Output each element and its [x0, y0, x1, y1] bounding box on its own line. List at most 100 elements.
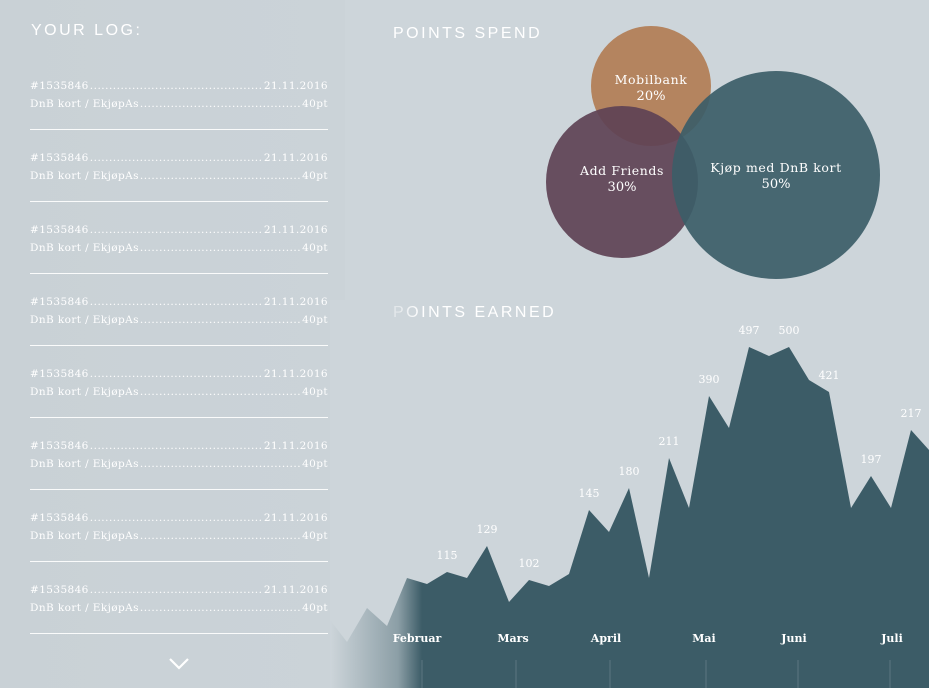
log-date: 21.11.2016 [263, 584, 328, 596]
log-desc: DnB kort / EkjøpAs [30, 170, 139, 182]
points-spend-venn: Mobilbank 20% Add Friends 30% Kjøp med DnB k… [546, 26, 880, 279]
log-entry[interactable]: #1535846 21.11.2016 DnB kort / EkjøpAs 40pt [30, 440, 328, 512]
venn-value: 20% [637, 89, 666, 104]
log-sidebar: YOUR LOG: #1535846 21.11.2016 DnB kort / E… [0, 0, 345, 688]
log-id-row: #1535846 21.11.2016 [30, 584, 328, 602]
data-label: 497 [739, 324, 760, 337]
venn-label: Add Friends [579, 163, 664, 178]
log-id: #1535846 [30, 296, 89, 308]
log-divider [30, 345, 328, 346]
log-divider [30, 561, 328, 562]
log-desc: DnB kort / EkjøpAs [30, 458, 139, 470]
venn-circle-2[interactable] [672, 71, 880, 279]
venn-label: Mobilbank [615, 72, 688, 87]
log-desc: DnB kort / EkjøpAs [30, 98, 139, 110]
log-date: 21.11.2016 [263, 296, 328, 308]
data-label: 390 [699, 373, 720, 386]
log-id: #1535846 [30, 440, 89, 452]
month-label: Juli [880, 632, 903, 645]
log-list: #1535846 21.11.2016 DnB kort / EkjøpAs 40pt… [30, 80, 328, 656]
chevron-down-icon[interactable] [168, 657, 190, 671]
log-desc: DnB kort / EkjøpAs [30, 530, 139, 542]
log-points: 40pt [302, 458, 328, 470]
log-entry[interactable]: #1535846 21.11.2016 DnB kort / EkjøpAs 40pt [30, 224, 328, 296]
log-date: 21.11.2016 [263, 512, 328, 524]
venn-value: 30% [608, 180, 637, 195]
month-label: April [590, 632, 621, 645]
log-points: 40pt [302, 242, 328, 254]
month-label: Juni [780, 632, 806, 645]
log-points: 40pt [302, 170, 328, 182]
log-desc: DnB kort / EkjøpAs [30, 602, 139, 614]
log-entry[interactable]: #1535846 21.11.2016 DnB kort / EkjøpAs 40pt [30, 584, 328, 656]
log-divider [30, 273, 328, 274]
data-label: 421 [819, 369, 840, 382]
log-id: #1535846 [30, 512, 89, 524]
log-divider [30, 633, 328, 634]
venn-value: 50% [762, 177, 791, 192]
log-desc-row: DnB kort / EkjøpAs 40pt [30, 98, 328, 116]
log-desc-row: DnB kort / EkjøpAs 40pt [30, 386, 328, 404]
log-points: 40pt [302, 314, 328, 326]
log-desc-row: DnB kort / EkjøpAs 40pt [30, 530, 328, 548]
leader-dots [140, 242, 301, 254]
data-label: 197 [861, 453, 882, 466]
log-desc-row: DnB kort / EkjøpAs 40pt [30, 242, 328, 260]
log-date: 21.11.2016 [263, 152, 328, 164]
leader-dots [140, 98, 301, 110]
log-desc: DnB kort / EkjøpAs [30, 386, 139, 398]
log-id-row: #1535846 21.11.2016 [30, 440, 328, 458]
log-desc: DnB kort / EkjøpAs [30, 314, 139, 326]
month-label: Mai [692, 632, 715, 645]
data-label: 102 [519, 557, 540, 570]
log-divider [30, 489, 328, 490]
log-entry[interactable]: #1535846 21.11.2016 DnB kort / EkjøpAs 40pt [30, 80, 328, 152]
log-date: 21.11.2016 [263, 224, 328, 236]
data-label: 129 [477, 523, 498, 536]
log-id-row: #1535846 21.11.2016 [30, 368, 328, 386]
log-title: YOUR LOG: [31, 22, 143, 39]
data-label: 500 [779, 324, 800, 337]
data-label: 217 [901, 407, 922, 420]
log-points: 40pt [302, 602, 328, 614]
points-spend-title: POINTS SPEND [393, 25, 543, 42]
log-id: #1535846 [30, 584, 89, 596]
log-divider [30, 417, 328, 418]
log-date: 21.11.2016 [263, 368, 328, 380]
data-label: 145 [579, 487, 600, 500]
month-label: Februar [393, 632, 442, 645]
leader-dots [90, 80, 263, 92]
log-entry[interactable]: #1535846 21.11.2016 DnB kort / EkjøpAs 40pt [30, 296, 328, 368]
log-entry[interactable]: #1535846 21.11.2016 DnB kort / EkjøpAs 40pt [30, 152, 328, 224]
log-desc-row: DnB kort / EkjøpAs 40pt [30, 314, 328, 332]
log-points: 40pt [302, 98, 328, 110]
log-divider [30, 201, 328, 202]
leader-dots [90, 152, 263, 164]
month-label: Mars [497, 632, 528, 645]
data-label: 115 [437, 549, 458, 562]
log-id-row: #1535846 21.11.2016 [30, 512, 328, 530]
log-points: 40pt [302, 386, 328, 398]
log-divider [30, 129, 328, 130]
log-id-row: #1535846 21.11.2016 [30, 224, 328, 242]
log-id: #1535846 [30, 368, 89, 380]
data-label: 180 [619, 465, 640, 478]
log-entry[interactable]: #1535846 21.11.2016 DnB kort / EkjøpAs 40pt [30, 368, 328, 440]
log-id-row: #1535846 21.11.2016 [30, 296, 328, 314]
log-desc-row: DnB kort / EkjøpAs 40pt [30, 458, 328, 476]
venn-circle-1[interactable] [546, 106, 698, 258]
log-entry[interactable]: #1535846 21.11.2016 DnB kort / EkjøpAs 40pt [30, 512, 328, 584]
log-points: 40pt [302, 530, 328, 542]
log-id: #1535846 [30, 152, 89, 164]
log-id: #1535846 [30, 224, 89, 236]
data-label: 211 [659, 435, 680, 448]
points-earned-chart: 115 129 102 145 180 211 390 497 500 421 197 217 Feb… [330, 300, 929, 688]
log-date: 21.11.2016 [263, 80, 328, 92]
leader-dots [90, 224, 263, 236]
log-id: #1535846 [30, 80, 89, 92]
log-id-row: #1535846 21.11.2016 [30, 80, 328, 98]
log-date: 21.11.2016 [263, 440, 328, 452]
log-desc: DnB kort / EkjøpAs [30, 242, 139, 254]
log-desc-row: DnB kort / EkjøpAs 40pt [30, 170, 328, 188]
venn-label: Kjøp med DnB kort [710, 160, 841, 175]
